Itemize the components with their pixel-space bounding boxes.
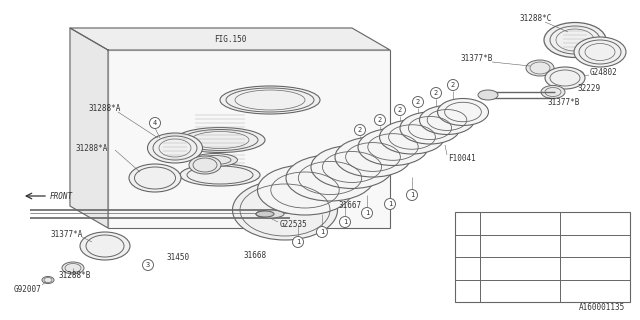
Text: 31536: 31536: [508, 241, 532, 250]
Ellipse shape: [220, 86, 320, 114]
Text: 2: 2: [451, 82, 455, 88]
Circle shape: [406, 189, 417, 201]
Ellipse shape: [189, 156, 221, 174]
Ellipse shape: [478, 90, 498, 100]
Ellipse shape: [256, 211, 274, 217]
Circle shape: [317, 227, 328, 237]
Ellipse shape: [257, 165, 353, 215]
Text: 3: 3: [465, 265, 470, 271]
Ellipse shape: [335, 137, 411, 177]
Text: 2: 2: [465, 243, 470, 249]
Text: 2: 2: [416, 99, 420, 105]
Text: 1: 1: [410, 192, 414, 198]
Text: 32229: 32229: [578, 84, 601, 92]
Ellipse shape: [175, 127, 265, 153]
Text: 31667: 31667: [338, 201, 361, 210]
Circle shape: [447, 79, 458, 91]
Text: 31532: 31532: [508, 219, 532, 228]
Ellipse shape: [311, 146, 393, 188]
Text: 5PCS: 5PCS: [586, 219, 604, 228]
Text: 2: 2: [358, 127, 362, 133]
Text: 1: 1: [388, 201, 392, 207]
Circle shape: [292, 236, 303, 247]
Ellipse shape: [232, 180, 337, 240]
Bar: [455, 212, 630, 302]
Text: 1: 1: [365, 210, 369, 216]
Circle shape: [462, 285, 473, 296]
Circle shape: [355, 124, 365, 135]
Text: 1: 1: [343, 219, 347, 225]
Circle shape: [413, 97, 424, 108]
Ellipse shape: [544, 22, 606, 58]
Circle shape: [143, 260, 154, 270]
Ellipse shape: [193, 154, 237, 166]
Circle shape: [385, 198, 396, 210]
Text: G92007: G92007: [14, 285, 42, 294]
Ellipse shape: [358, 129, 428, 165]
Text: 4: 4: [465, 288, 470, 294]
Text: 1: 1: [465, 220, 470, 226]
Text: 2: 2: [378, 117, 382, 123]
Circle shape: [150, 117, 161, 129]
Text: 31288*B: 31288*B: [58, 271, 90, 281]
Text: 31377*B: 31377*B: [548, 98, 580, 107]
Circle shape: [362, 207, 372, 219]
Ellipse shape: [566, 70, 584, 80]
Circle shape: [394, 105, 406, 116]
Text: 31288*A: 31288*A: [75, 143, 108, 153]
Text: 31377*B: 31377*B: [460, 53, 492, 62]
Ellipse shape: [286, 155, 374, 201]
Polygon shape: [70, 28, 108, 228]
Ellipse shape: [438, 99, 488, 125]
Ellipse shape: [545, 67, 585, 89]
Ellipse shape: [80, 232, 130, 260]
Text: 3: 3: [146, 262, 150, 268]
Ellipse shape: [419, 106, 474, 134]
Circle shape: [462, 263, 473, 274]
Ellipse shape: [526, 60, 554, 76]
Circle shape: [462, 218, 473, 229]
Ellipse shape: [574, 37, 626, 67]
Text: 1: 1: [320, 229, 324, 235]
Text: A160001135: A160001135: [579, 303, 625, 313]
Text: 4: 4: [153, 120, 157, 126]
Ellipse shape: [147, 133, 202, 163]
Ellipse shape: [129, 164, 181, 192]
Text: G22535: G22535: [280, 220, 308, 228]
Ellipse shape: [380, 120, 445, 154]
Text: 2: 2: [398, 107, 402, 113]
Circle shape: [339, 217, 351, 228]
Ellipse shape: [256, 210, 284, 218]
Circle shape: [431, 87, 442, 99]
Circle shape: [462, 240, 473, 251]
Ellipse shape: [541, 85, 565, 99]
Text: G24802: G24802: [590, 68, 618, 76]
Ellipse shape: [400, 112, 460, 144]
Polygon shape: [70, 28, 390, 50]
Circle shape: [374, 115, 385, 125]
Text: G23028: G23028: [506, 286, 534, 295]
Text: 31288*C: 31288*C: [520, 13, 552, 22]
Ellipse shape: [180, 164, 260, 186]
Ellipse shape: [42, 276, 54, 284]
Text: FIG.150: FIG.150: [214, 35, 246, 44]
Text: 1: 1: [296, 239, 300, 245]
Ellipse shape: [62, 262, 84, 274]
Text: 6PCS: 6PCS: [586, 241, 604, 250]
Text: 31668: 31668: [243, 251, 267, 260]
Bar: [108, 50, 390, 228]
Text: F10041: F10041: [448, 154, 476, 163]
Text: 31377*A: 31377*A: [50, 229, 83, 238]
Text: 31450: 31450: [166, 253, 189, 262]
Text: FRONT: FRONT: [50, 191, 73, 201]
Text: G2352: G2352: [508, 264, 532, 273]
Text: 2: 2: [434, 90, 438, 96]
Text: 31288*A: 31288*A: [88, 103, 120, 113]
